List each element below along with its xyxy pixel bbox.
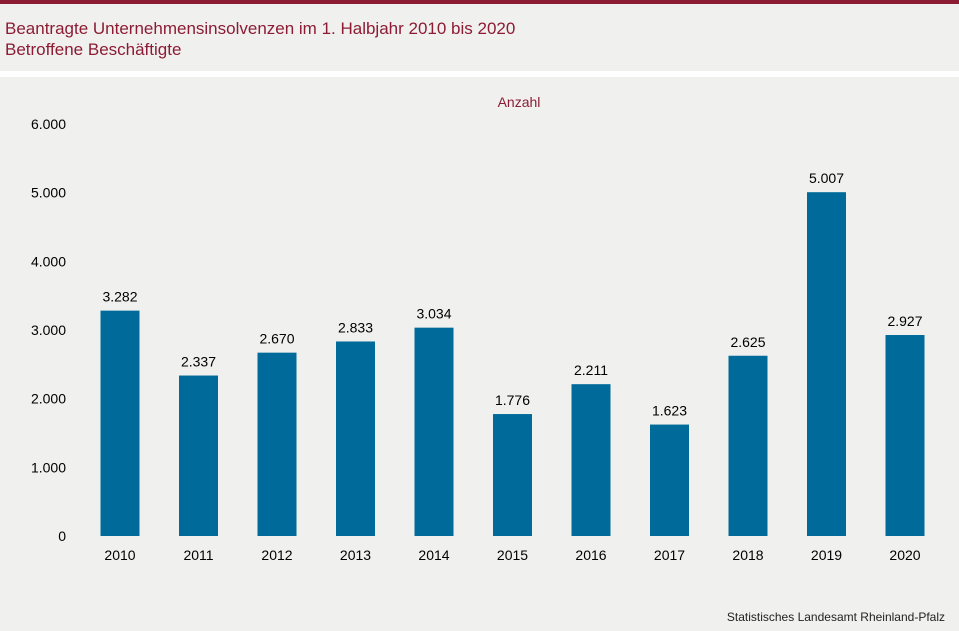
y-tick-label: 4.000 <box>31 253 66 269</box>
x-tick-label: 2017 <box>654 547 685 563</box>
data-label-2012: 2.670 <box>259 331 294 347</box>
chart-title: Beantragte Unternehmensinsolvenzen im 1.… <box>5 19 516 38</box>
data-label-2011: 2.337 <box>181 354 216 370</box>
data-label-2010: 3.282 <box>102 289 137 305</box>
bar-2020 <box>885 335 925 536</box>
data-label-2013: 2.833 <box>338 319 373 335</box>
data-label-2017: 1.623 <box>652 403 687 419</box>
x-tick-label: 2019 <box>811 547 842 563</box>
unit-label: Anzahl <box>498 94 541 110</box>
x-tick-label: 2016 <box>575 547 606 563</box>
header-separator <box>0 71 959 77</box>
x-tick-label: 2010 <box>104 547 135 563</box>
title-block: Beantragte Unternehmensinsolvenzen im 1.… <box>5 18 515 60</box>
y-axis: 0 1.000 2.000 3.000 4.000 5.000 6.000 <box>31 116 66 544</box>
data-label-2020: 2.927 <box>887 313 922 329</box>
bar-2015 <box>493 414 532 536</box>
y-tick-label: 6.000 <box>31 116 66 132</box>
bar-2016 <box>571 384 611 536</box>
bar-2013 <box>336 341 375 536</box>
top-accent-bar <box>0 0 959 4</box>
y-tick-label: 3.000 <box>31 322 66 338</box>
bar-2011 <box>179 375 218 536</box>
x-axis: 2010 2011 2012 2013 2014 2015 2016 2017 2018 2019… <box>104 547 920 563</box>
chart-subtitle: Betroffene Beschäftigte <box>5 40 182 59</box>
y-tick-label: 5.000 <box>31 185 66 201</box>
y-tick-label: 1.000 <box>31 459 66 475</box>
x-tick-label: 2015 <box>497 547 528 563</box>
data-label-2018: 2.625 <box>730 334 765 350</box>
data-label-2014: 3.034 <box>416 306 451 322</box>
data-label-2019: 5.007 <box>809 170 844 186</box>
y-tick-label: 2.000 <box>31 391 66 407</box>
bar-2019 <box>807 192 846 536</box>
bar-chart: Anzahl 0 1.000 2.000 3.000 4.000 5.000 6.000 3… <box>31 94 925 563</box>
y-tick-label: 0 <box>58 528 66 544</box>
bar-2018 <box>728 355 768 536</box>
bar-2017 <box>650 424 689 536</box>
x-tick-label: 2012 <box>261 547 292 563</box>
x-tick-label: 2013 <box>340 547 371 563</box>
bar-2010 <box>100 310 140 536</box>
x-tick-label: 2011 <box>183 547 213 563</box>
source-note: Statistisches Landesamt Rheinland-Pfalz <box>726 610 945 624</box>
x-tick-label: 2014 <box>418 547 449 563</box>
data-label-2015: 1.776 <box>495 392 530 408</box>
x-tick-label: 2020 <box>889 547 920 563</box>
bars: 3.282 2.337 2.670 2.833 3.034 1.776 2.211 1.623… <box>100 170 925 536</box>
x-tick-label: 2018 <box>732 547 763 563</box>
bar-2012 <box>257 352 297 536</box>
bar-2014 <box>414 327 454 536</box>
data-label-2016: 2.211 <box>574 362 608 378</box>
